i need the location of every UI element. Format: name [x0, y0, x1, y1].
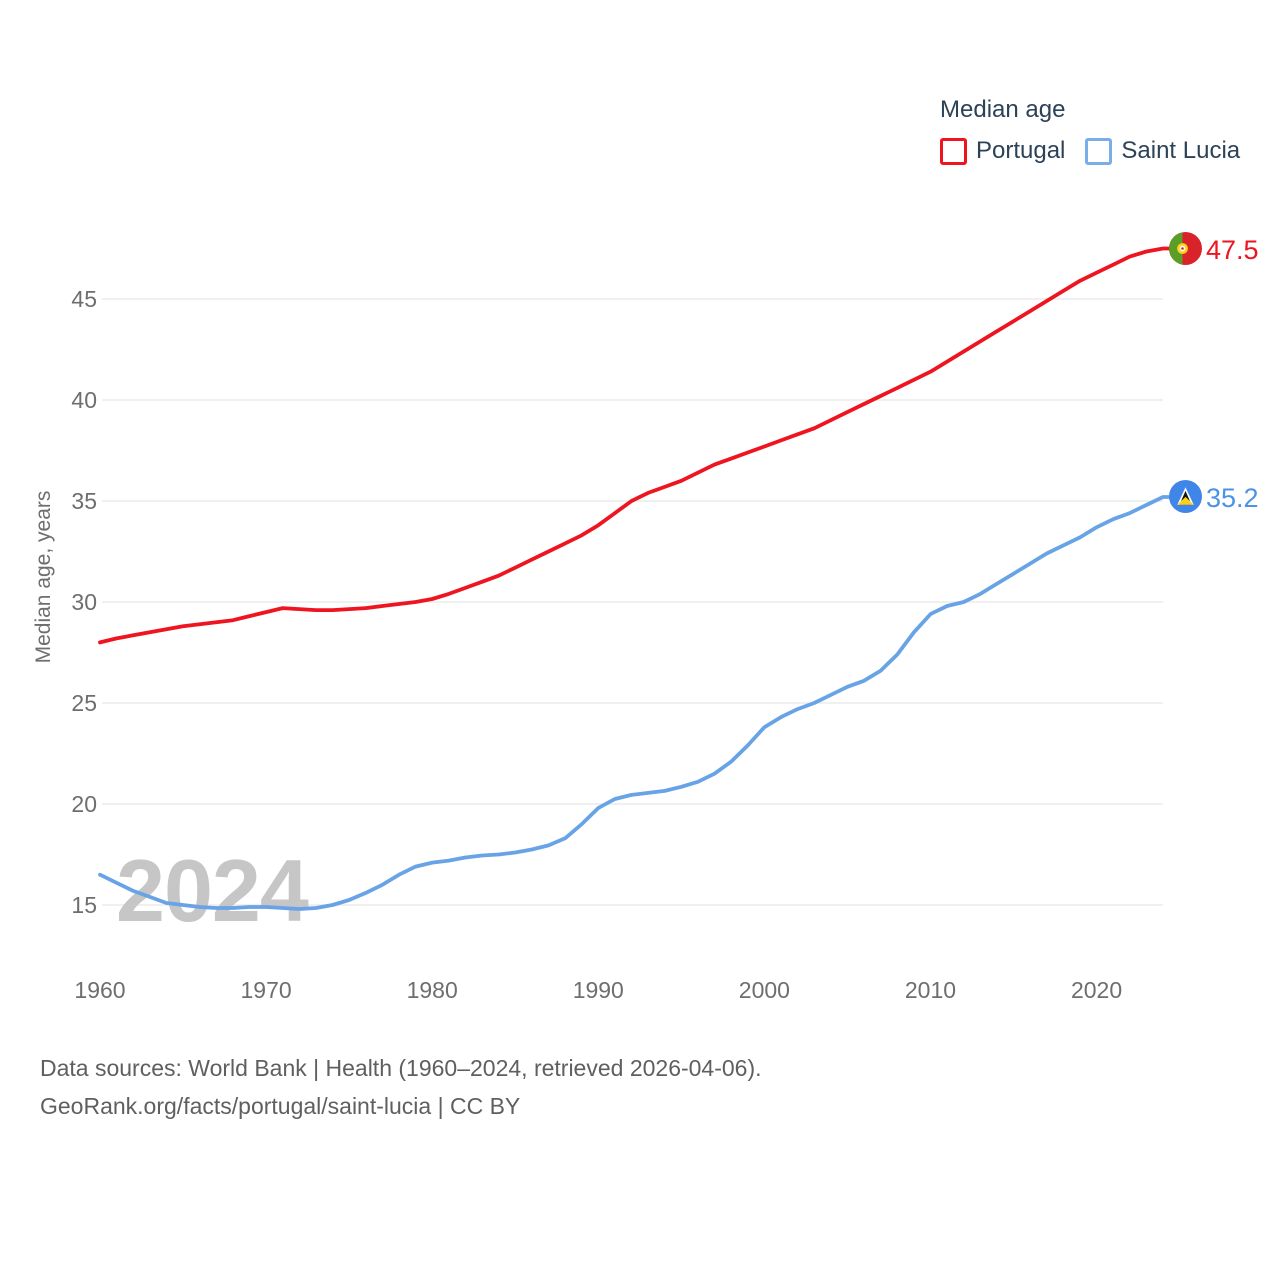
saint-lucia-line: [98, 495, 1173, 911]
y-tick-label: 30: [71, 589, 97, 615]
y-tick-label: 15: [71, 892, 97, 918]
legend-row: Portugal Saint Lucia: [940, 137, 1240, 165]
saint-lucia-flag-icon: [1169, 480, 1202, 513]
x-tick-label: 1970: [241, 977, 292, 1003]
legend-label-portugal: Portugal: [976, 137, 1066, 164]
line-chart-canvas: 15 20 25 30 35 40 45 1960 1970 1980 1990 2000 2010 20…: [71, 246, 1173, 1003]
x-tick-label: 1980: [407, 977, 458, 1003]
y-tick-label: 25: [71, 690, 97, 716]
attribution-line: GeoRank.org/facts/portugal/saint-lucia |…: [40, 1093, 521, 1119]
footer: Data sources: World Bank | Health (1960–…: [40, 1049, 762, 1125]
portugal-swatch-icon: [940, 137, 967, 165]
y-axis-title: Median age, years: [32, 490, 55, 664]
x-tick-label: 1960: [74, 977, 125, 1003]
portugal-end-value: 47.5: [1206, 235, 1259, 265]
legend-item-saint-lucia[interactable]: Saint Lucia: [1085, 137, 1240, 165]
saint-lucia-swatch-icon: [1085, 137, 1113, 165]
legend-item-portugal[interactable]: Portugal: [940, 137, 1065, 165]
legend-title: Median age: [940, 96, 1066, 123]
portugal-flag-icon: [1169, 232, 1202, 265]
x-tick-label: 1990: [573, 977, 624, 1003]
watermark-year: 2024: [116, 841, 309, 940]
y-tick-label: 45: [71, 286, 97, 312]
saint-lucia-end-value: 35.2: [1206, 483, 1259, 513]
y-tick-label: 20: [71, 791, 97, 817]
y-tick-label: 40: [71, 387, 97, 413]
x-tick-label: 2020: [1071, 977, 1122, 1003]
x-tick-label: 2010: [905, 977, 956, 1003]
y-tick-label: 35: [71, 488, 97, 514]
data-sources-line: Data sources: World Bank | Health (1960–…: [40, 1055, 762, 1081]
legend-label-saint-lucia: Saint Lucia: [1121, 137, 1241, 164]
legend: Median age Portugal Saint Lucia: [940, 96, 1240, 165]
x-tick-label: 2000: [739, 977, 790, 1003]
portugal-line: [98, 246, 1173, 645]
